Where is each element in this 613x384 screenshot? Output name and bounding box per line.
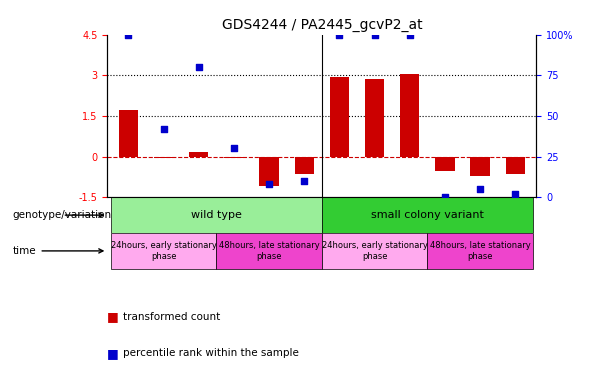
Text: transformed count: transformed count (123, 312, 220, 322)
Bar (119, 111, 138, 157)
Bar (506, 157, 525, 174)
Bar (111, 197, 322, 233)
Bar (435, 157, 455, 172)
Bar (111, 233, 216, 269)
Bar (189, 152, 208, 157)
Point (370, 31, 379, 38)
Point (405, 31, 414, 38)
Text: ■: ■ (107, 347, 123, 360)
Bar (295, 157, 314, 174)
Bar (216, 233, 322, 269)
Bar (154, 157, 173, 158)
Text: 48hours, late stationary
phase: 48hours, late stationary phase (219, 241, 319, 261)
Point (335, 31, 345, 38)
Text: small colony variant: small colony variant (371, 210, 484, 220)
Title: GDS4244 / PA2445_gcvP2_at: GDS4244 / PA2445_gcvP2_at (221, 18, 422, 32)
Text: wild type: wild type (191, 210, 242, 220)
Point (511, 191, 520, 197)
Point (440, 194, 450, 200)
Text: 48hours, late stationary
phase: 48hours, late stationary phase (430, 241, 530, 261)
Point (123, 31, 133, 38)
Point (229, 146, 239, 152)
Bar (322, 197, 533, 233)
Text: ■: ■ (107, 310, 123, 323)
Bar (259, 157, 279, 186)
Bar (365, 79, 384, 157)
Bar (427, 233, 533, 269)
Text: 24hours, early stationary
phase: 24hours, early stationary phase (110, 241, 216, 261)
Text: time: time (13, 246, 103, 256)
Text: percentile rank within the sample: percentile rank within the sample (123, 348, 299, 358)
Text: genotype/variation: genotype/variation (13, 210, 112, 220)
Bar (330, 76, 349, 157)
Point (264, 181, 274, 187)
Bar (470, 157, 490, 175)
Bar (400, 74, 419, 157)
Point (299, 178, 309, 184)
Point (475, 186, 485, 192)
Point (194, 64, 204, 70)
Text: 24hours, early stationary
phase: 24hours, early stationary phase (322, 241, 427, 261)
Point (159, 126, 169, 132)
Bar (322, 233, 427, 269)
Bar (224, 157, 243, 158)
